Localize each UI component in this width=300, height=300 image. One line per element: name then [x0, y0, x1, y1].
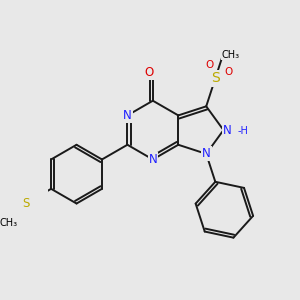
- Text: N: N: [223, 124, 232, 136]
- Text: O: O: [225, 67, 233, 77]
- Text: CH₃: CH₃: [0, 218, 17, 228]
- Text: CH₃: CH₃: [221, 50, 239, 60]
- Text: N: N: [123, 109, 132, 122]
- Text: N: N: [148, 153, 157, 166]
- Text: S: S: [22, 197, 29, 210]
- Text: -H: -H: [237, 126, 248, 136]
- Text: S: S: [211, 71, 220, 85]
- Text: O: O: [205, 60, 213, 70]
- Text: O: O: [145, 66, 154, 79]
- Text: N: N: [202, 147, 211, 160]
